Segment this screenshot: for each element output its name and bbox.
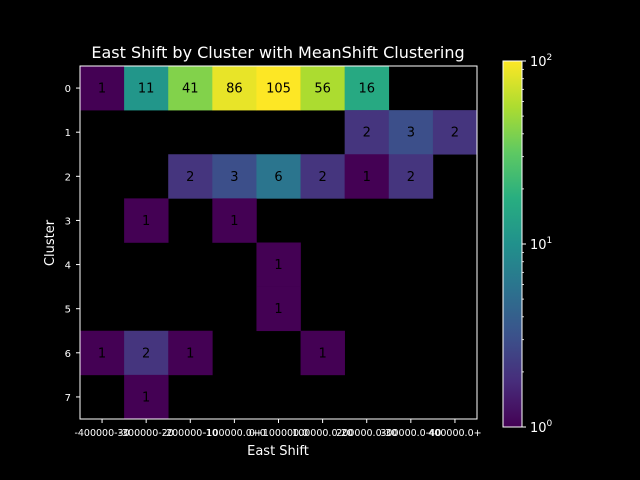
y-tick-label: 7: [65, 393, 71, 404]
cell-value-label: 6: [274, 170, 282, 185]
heatmap-cell: [124, 198, 169, 243]
cell-value-label: 1: [230, 214, 238, 229]
y-tick-label: 6: [65, 349, 71, 360]
heatmap-cell: [256, 286, 301, 332]
y-tick-label: 5: [65, 305, 71, 316]
cell-value-label: 2: [318, 170, 326, 185]
y-tick-label: 1: [65, 128, 71, 139]
colorbar: [502, 60, 523, 428]
chart-title: East Shift by Cluster with MeanShift Clu…: [91, 43, 464, 62]
cell-value-label: 1: [363, 170, 371, 185]
heatmap-cell: [432, 110, 478, 155]
x-tick-label: -200000-10: [163, 428, 218, 439]
x-tick-label: 400000.0+: [428, 428, 481, 439]
heatmap-cell: [212, 66, 257, 111]
colorbar-tick-label: 101: [530, 236, 552, 253]
cell-value-label: 2: [186, 170, 194, 185]
heatmap-cell: [344, 66, 390, 111]
cell-value-label: 2: [451, 126, 459, 141]
x-axis-ticks: -400000-30-300000-20-200000-10-100000.0+…: [74, 419, 482, 439]
heatmap-cell: [300, 330, 345, 376]
cell-value-label: 3: [230, 170, 238, 185]
y-axis-label: Cluster: [43, 219, 58, 266]
y-tick-label: 3: [65, 216, 71, 227]
x-tick-label: 0+100000.0: [249, 428, 308, 439]
cell-value-label: 2: [363, 126, 371, 141]
heatmap-cell: [256, 242, 301, 287]
heatmap-cell: [344, 110, 390, 155]
cell-value-label: 86: [226, 82, 243, 97]
cell-value-label: 1: [98, 346, 106, 361]
cell-value-label: 1: [98, 82, 106, 97]
cell-value-label: 11: [138, 82, 155, 97]
cell-value-label: 3: [407, 126, 415, 141]
heatmap-cell: [256, 66, 301, 111]
heatmap-cell: [80, 330, 125, 376]
colorbar-tick-label: 102: [530, 53, 552, 70]
heatmap-cells: [80, 66, 478, 420]
heatmap-cell: [300, 66, 345, 111]
heatmap-cell: [124, 330, 169, 376]
y-axis-ticks: 0 1 2 3 4 5 6 7: [65, 84, 80, 404]
x-tick-label: 300000.0-40: [380, 428, 441, 439]
heatmap-cell: [212, 198, 257, 243]
heatmap-cell: [344, 154, 390, 199]
y-tick-label: 0: [65, 84, 71, 95]
x-tick-label: -100000.0+0: [203, 428, 266, 439]
heatmap-cell: [124, 374, 169, 420]
cell-value-label: 41: [182, 82, 199, 97]
heatmap-cell: [168, 330, 213, 376]
heatmap-cell: [212, 154, 257, 199]
heatmap-cell: [124, 66, 169, 111]
heatmap-cell: [256, 154, 301, 199]
cell-value-label: 1: [142, 390, 150, 405]
heatmap-cell: [168, 66, 213, 111]
cell-value-label: 2: [407, 170, 415, 185]
x-tick-label: 100000.0-20: [292, 428, 353, 439]
cell-value-label: 1: [274, 302, 282, 317]
heatmap-cell: [80, 66, 125, 111]
cell-value-label: 2: [142, 346, 150, 361]
x-tick-label: 200000.0-30: [336, 428, 397, 439]
cell-value-label: 56: [314, 82, 331, 97]
cell-value-label: 1: [142, 214, 150, 229]
cell-value-label: 16: [358, 82, 375, 97]
heatmap-cell: [388, 110, 434, 155]
x-tick-label: -300000-20: [119, 428, 174, 439]
y-tick-label: 4: [65, 261, 71, 272]
x-axis-label: East Shift: [247, 444, 309, 459]
cell-value-label: 1: [318, 346, 326, 361]
colorbar-tick-label: 100: [530, 419, 553, 436]
cell-value-label: 105: [266, 82, 291, 97]
heatmap-cell: [388, 154, 434, 199]
colorbar-ticks: 100 101 102: [522, 53, 553, 436]
x-tick-label: -400000-30: [74, 428, 129, 439]
heatmap-cell: [300, 154, 345, 199]
y-tick-label: 2: [65, 172, 71, 183]
cell-value-label: 1: [274, 258, 282, 273]
heatmap-cell: [168, 154, 213, 199]
cell-value-label: 1: [186, 346, 194, 361]
